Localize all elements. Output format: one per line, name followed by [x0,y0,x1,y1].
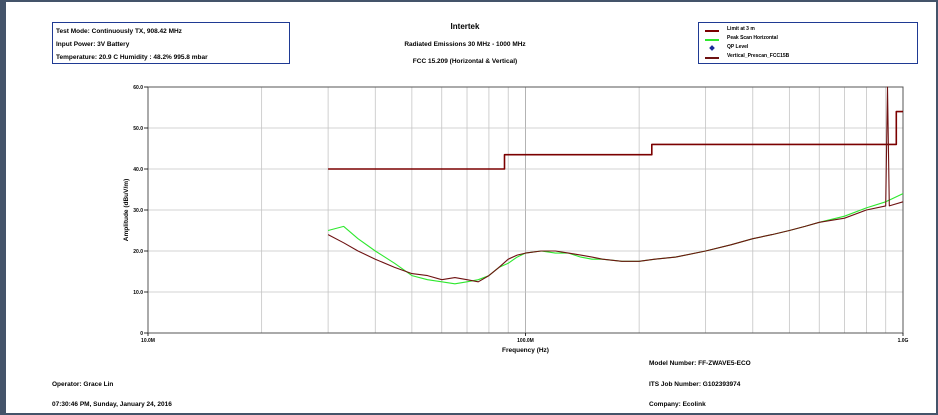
y-tick-label: 60.0 [133,85,143,91]
y-tick-label: 50.0 [133,126,143,132]
y-tick-label: 0 [140,331,143,337]
y-tick-label: 30.0 [133,208,143,214]
y-tick-label: 40.0 [133,167,143,173]
operator-name: Operator: Grace Lin [52,381,113,388]
x-tick-label: 100.0M [517,338,534,344]
y-axis-label: Amplitude (dBuV/m) [123,179,130,241]
model-number: Model Number: FF-ZWAVE5-ECO [649,360,751,367]
y-tick-label: 20.0 [133,249,143,255]
timestamp: 07:30:46 PM, Sunday, January 24, 2016 [52,401,172,408]
job-number: ITS Job Number: G102393974 [649,381,740,388]
x-tick-label: 10.0M [141,338,155,344]
y-tick-label: 10.0 [133,290,143,296]
x-tick-label: 1.0G [898,338,909,344]
company-name: Company: Ecolink [649,401,706,408]
x-axis-label: Frequency (Hz) [502,347,549,354]
